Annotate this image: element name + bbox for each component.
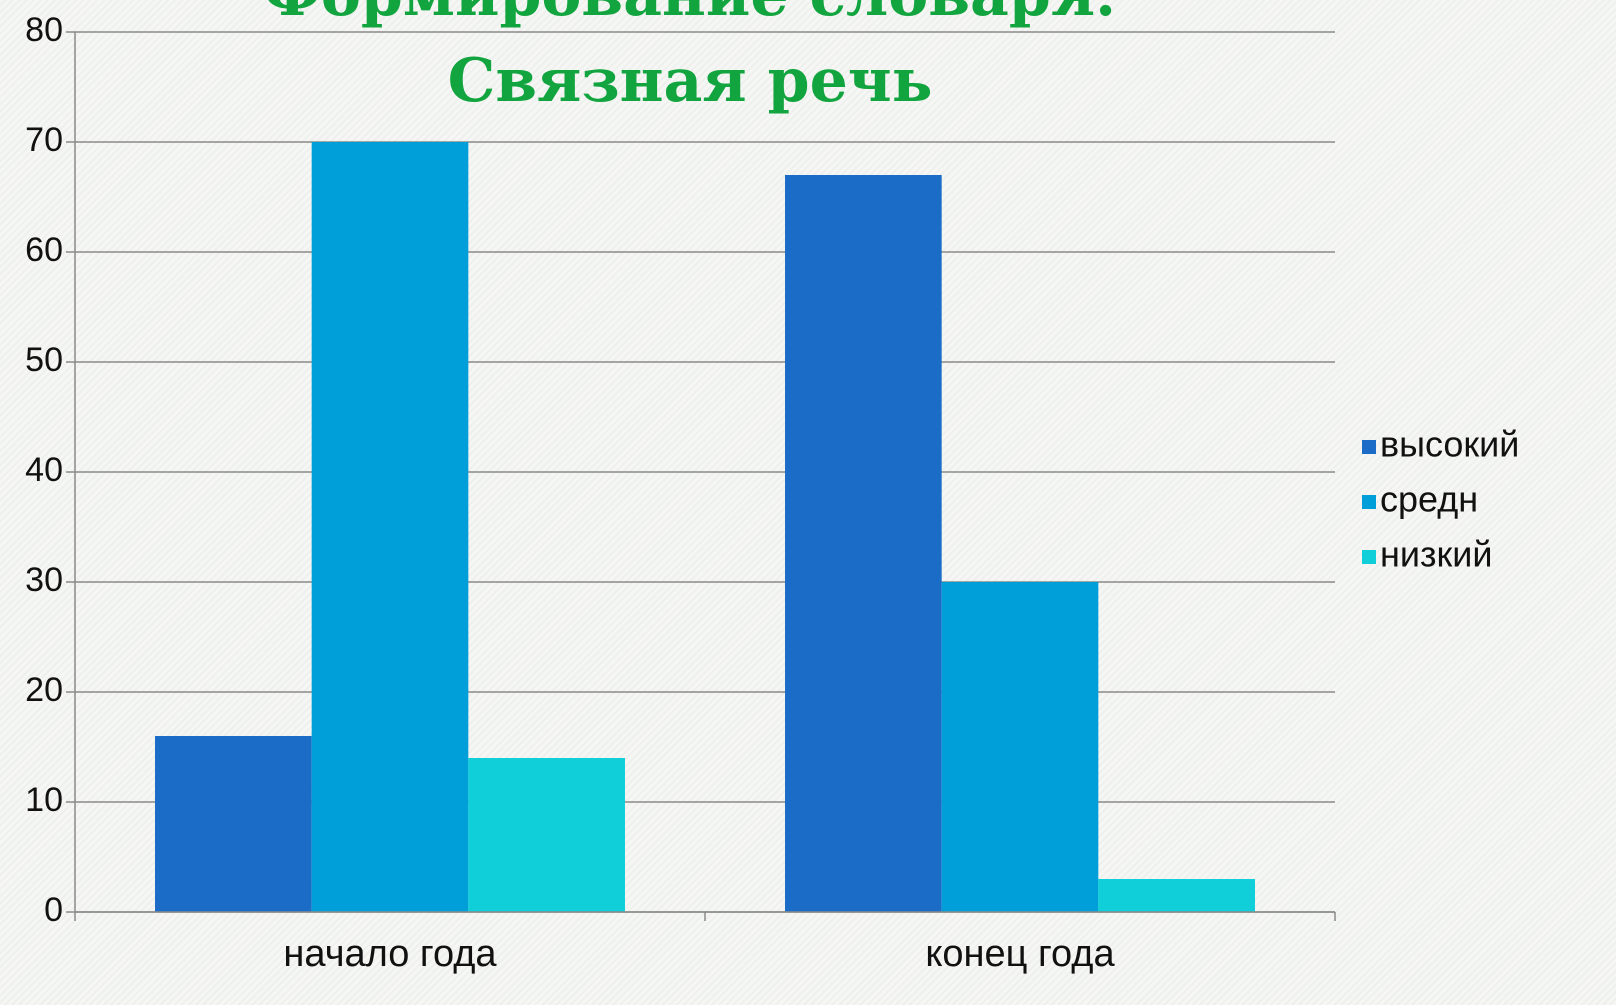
bar bbox=[311, 142, 469, 912]
bar bbox=[941, 582, 1099, 912]
y-tick-label: 80 bbox=[25, 11, 63, 49]
legend-label: средн bbox=[1380, 479, 1478, 520]
chart-title: Формирование словаря. Связная речь bbox=[264, 0, 1116, 116]
y-tick-label: 70 bbox=[25, 121, 63, 159]
bar bbox=[1098, 879, 1255, 912]
legend-swatch bbox=[1362, 495, 1376, 509]
y-tick-label: 40 bbox=[25, 451, 63, 489]
legend-label: низкий bbox=[1380, 534, 1492, 575]
x-tick-label: конец года bbox=[925, 933, 1115, 975]
y-tick-label: 50 bbox=[25, 341, 63, 379]
y-tick-label: 10 bbox=[25, 781, 63, 819]
y-tick-label: 30 bbox=[25, 561, 63, 599]
legend-label: высокий bbox=[1380, 424, 1519, 465]
legend-swatch bbox=[1362, 440, 1376, 454]
y-tick-label: 60 bbox=[25, 231, 63, 269]
legend-swatch bbox=[1362, 550, 1376, 564]
y-tick-label: 20 bbox=[25, 671, 63, 709]
bar bbox=[155, 736, 312, 912]
bar bbox=[785, 175, 942, 912]
bar bbox=[468, 758, 625, 912]
x-tick-label: начало года bbox=[283, 933, 497, 975]
y-tick-label: 0 bbox=[44, 891, 63, 929]
